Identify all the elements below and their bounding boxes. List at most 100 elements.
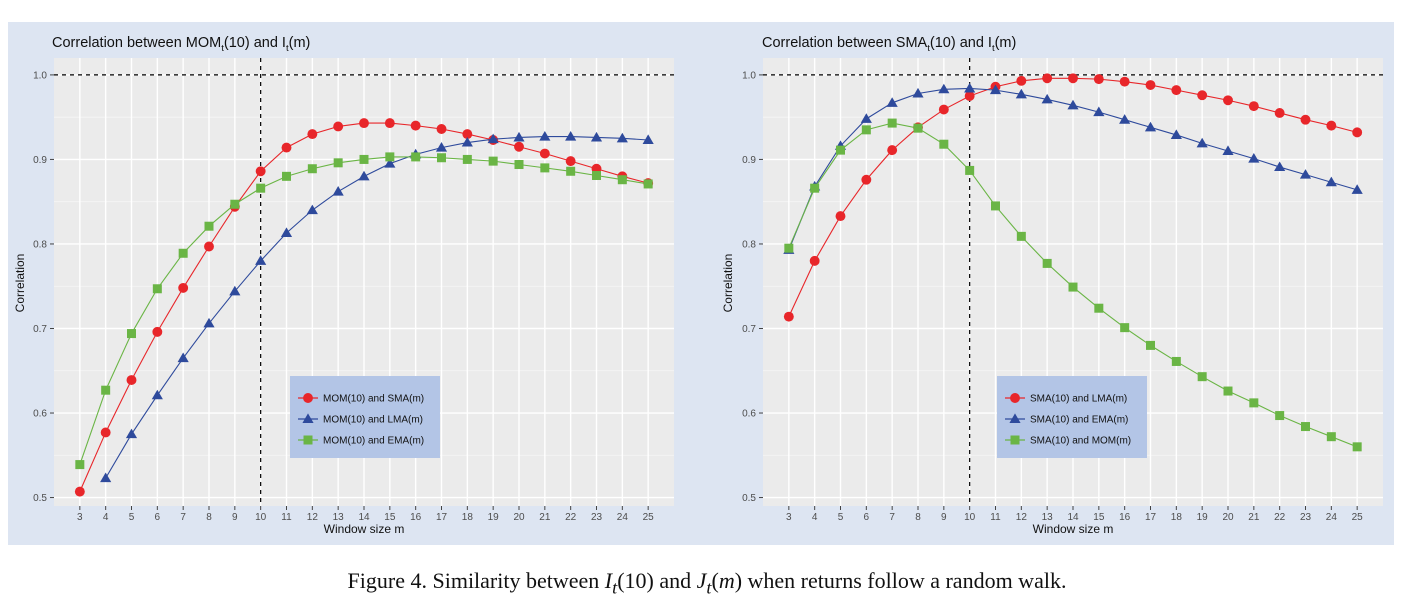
title-text: Correlation between MOM xyxy=(52,35,221,51)
x-tick-label: 13 xyxy=(1042,512,1054,523)
data-point xyxy=(1170,129,1182,139)
data-point xyxy=(1301,422,1310,432)
data-point xyxy=(151,389,163,400)
x-tick-label: 11 xyxy=(990,512,1001,523)
data-point xyxy=(177,352,189,363)
x-tick-label: 5 xyxy=(838,512,844,523)
data-point xyxy=(887,118,897,128)
data-point xyxy=(487,133,499,144)
title-text: Correlation between SMA xyxy=(762,35,928,51)
data-point xyxy=(411,152,421,162)
charts-canvas: Correlation between MOMt(10) and It(m)0.… xyxy=(13,35,1383,536)
data-point xyxy=(643,179,653,189)
data-point xyxy=(887,145,898,156)
data-point xyxy=(565,131,577,141)
x-tick-label: 15 xyxy=(384,512,396,523)
title-subscript: t xyxy=(221,43,224,54)
x-tick-label: 7 xyxy=(889,512,895,523)
series-1 xyxy=(74,118,654,497)
legend-label: SMA(10) and EMA(m) xyxy=(1030,415,1128,426)
data-point xyxy=(1223,386,1233,396)
data-point xyxy=(1197,90,1208,101)
x-tick-label: 25 xyxy=(643,512,655,523)
data-point xyxy=(1300,114,1311,125)
chart-title: Correlation between SMAt(10) and It(m) xyxy=(762,35,1016,54)
data-point xyxy=(125,428,138,439)
x-tick-label: 19 xyxy=(488,512,500,523)
y-axis-label: Correlation xyxy=(13,254,27,313)
x-tick-label: 20 xyxy=(1222,512,1234,523)
x-tick-label: 22 xyxy=(565,512,577,523)
data-point xyxy=(1352,127,1363,138)
legend-box xyxy=(290,376,440,458)
x-tick-label: 9 xyxy=(232,512,238,523)
data-point xyxy=(860,113,872,123)
caption-sub-1: t xyxy=(612,577,618,598)
data-point xyxy=(1299,169,1312,179)
y-tick-label: 0.8 xyxy=(33,239,47,250)
data-point xyxy=(1068,73,1078,84)
x-tick-label: 8 xyxy=(915,512,921,523)
data-point xyxy=(332,185,344,196)
data-point xyxy=(1067,99,1079,110)
data-point xyxy=(861,125,871,135)
data-point xyxy=(230,199,240,209)
data-point xyxy=(1094,303,1104,313)
data-point xyxy=(358,170,370,181)
data-point xyxy=(255,166,266,177)
caption-var-m: m xyxy=(718,568,735,593)
data-point xyxy=(642,134,654,145)
caption-sub-2: t xyxy=(706,577,712,598)
x-tick-label: 23 xyxy=(591,512,603,523)
data-point xyxy=(1197,372,1207,382)
data-point xyxy=(100,472,112,483)
data-point xyxy=(861,174,872,185)
data-point xyxy=(436,124,447,134)
legend-label: SMA(10) and MOM(m) xyxy=(1030,436,1131,447)
data-point xyxy=(1093,106,1105,117)
data-point xyxy=(616,132,628,143)
data-point xyxy=(991,201,1000,211)
data-point xyxy=(1145,80,1156,90)
data-point xyxy=(333,121,344,132)
data-point xyxy=(1196,137,1208,148)
legend-key-marker xyxy=(302,413,314,424)
x-tick-label: 6 xyxy=(155,512,161,523)
series-1 xyxy=(783,73,1363,322)
title-subscript: t xyxy=(992,43,995,54)
y-tick-label: 1.0 xyxy=(33,70,47,81)
x-tick-label: 14 xyxy=(358,512,370,523)
data-point xyxy=(1015,88,1027,99)
title-text: (10) and I xyxy=(930,35,992,51)
y-tick-label: 0.5 xyxy=(33,493,47,504)
data-point xyxy=(784,243,794,253)
title-subscript: t xyxy=(927,43,930,54)
data-point xyxy=(810,183,820,193)
data-point xyxy=(1326,432,1336,442)
x-tick-label: 17 xyxy=(1145,512,1157,523)
caption-text-3: ) when returns follow a random walk. xyxy=(734,568,1067,593)
x-tick-label: 14 xyxy=(1067,512,1079,523)
data-point xyxy=(1351,184,1363,194)
data-point xyxy=(75,460,85,470)
data-point xyxy=(178,282,189,293)
data-point xyxy=(1144,121,1157,132)
x-tick-label: 21 xyxy=(1248,512,1260,523)
data-point xyxy=(152,284,162,294)
data-point xyxy=(1275,411,1285,421)
data-point xyxy=(1248,153,1260,163)
y-axis-label: Correlation xyxy=(721,254,735,313)
caption-var-i: I xyxy=(604,568,613,593)
x-tick-label: 6 xyxy=(864,512,870,523)
legend-key-marker xyxy=(1009,413,1021,424)
data-point xyxy=(836,145,845,155)
x-tick-label: 20 xyxy=(513,512,525,523)
data-point xyxy=(540,163,550,173)
chart-1: Correlation between MOMt(10) and It(m)0.… xyxy=(13,35,674,536)
data-point xyxy=(1016,75,1027,86)
data-point xyxy=(333,158,343,168)
data-point xyxy=(461,136,473,147)
y-tick-label: 0.8 xyxy=(742,239,756,250)
title-text: (m) xyxy=(995,35,1017,51)
x-tick-label: 24 xyxy=(617,512,629,523)
